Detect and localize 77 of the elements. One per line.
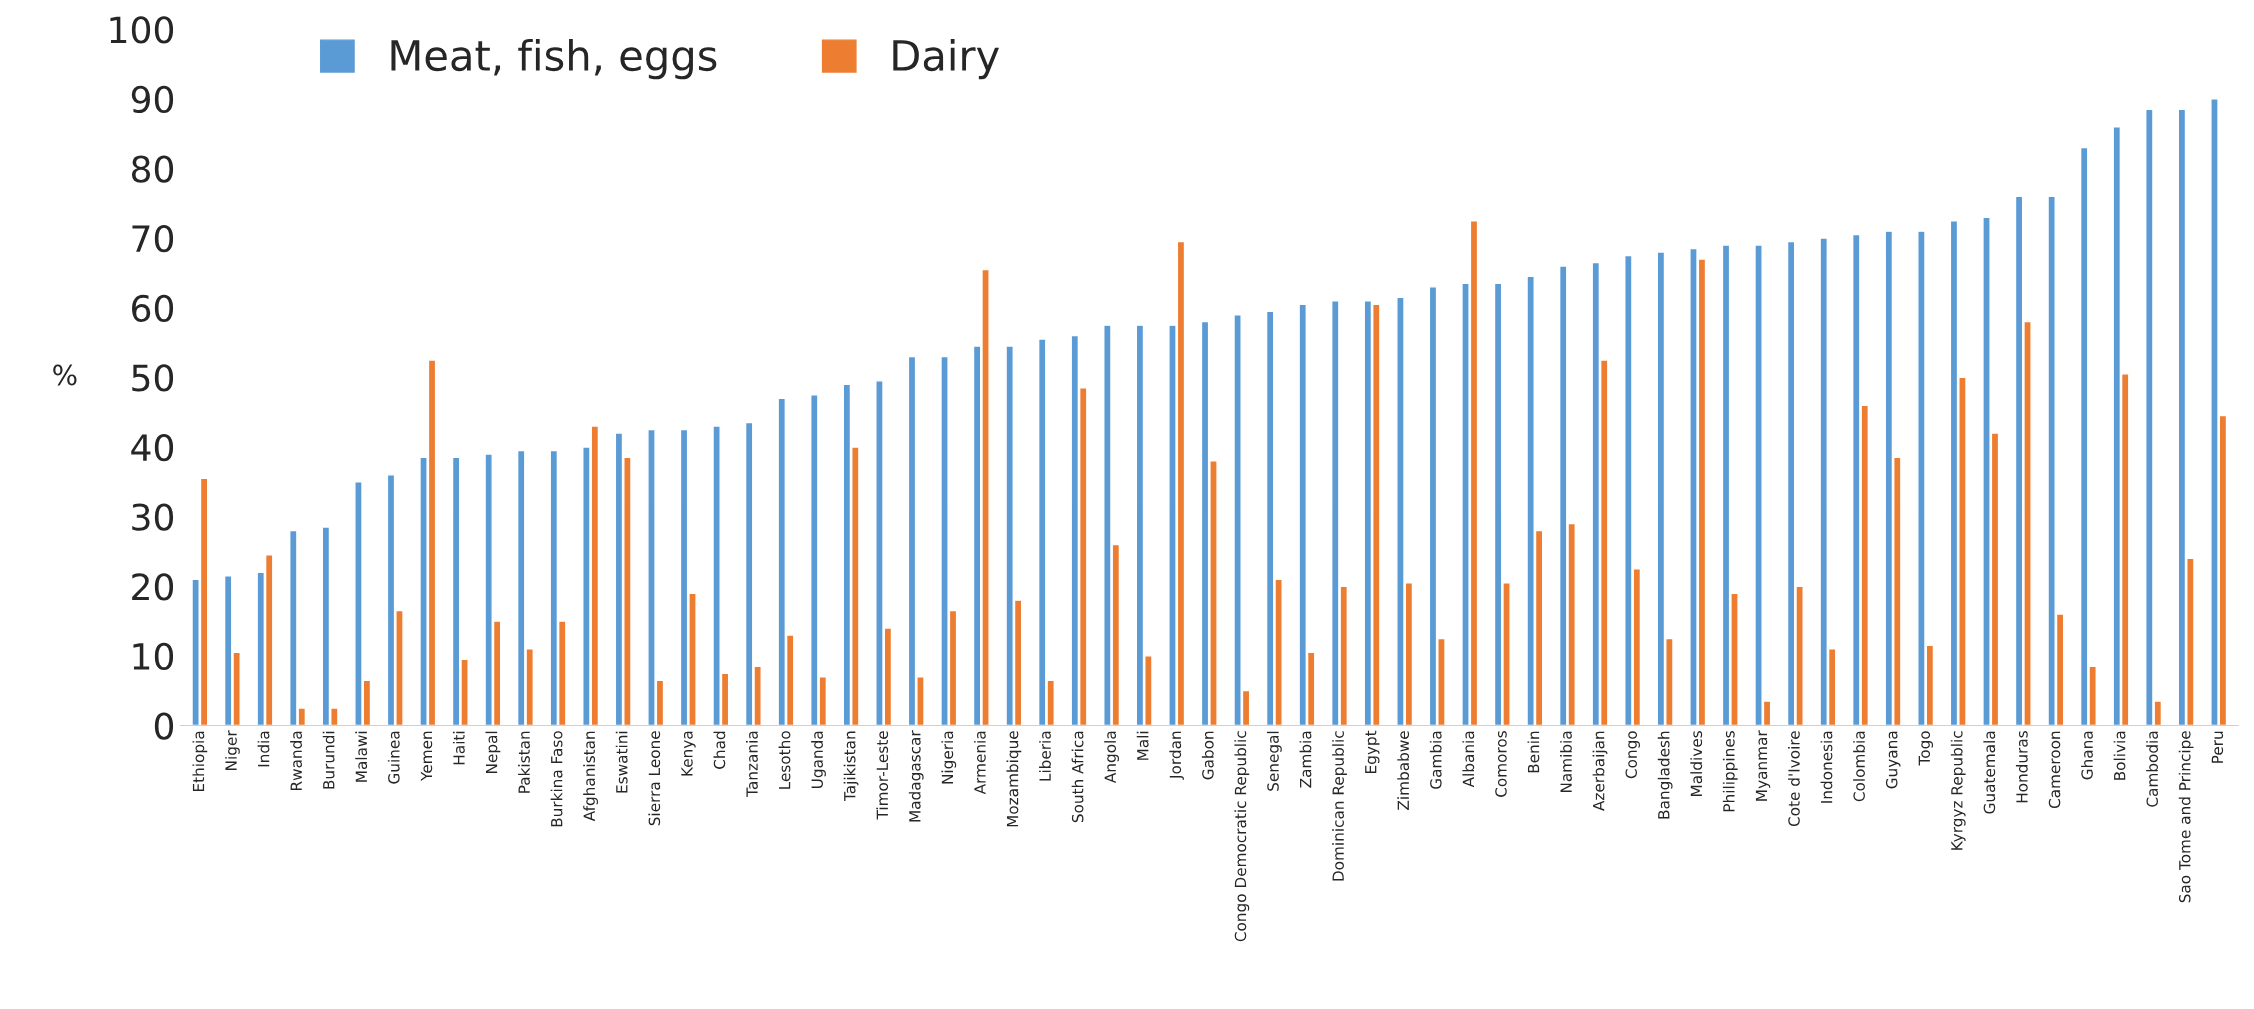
x-tick-label: Guatemala bbox=[1983, 731, 1996, 814]
x-tick-label: Niger bbox=[225, 730, 240, 770]
y-tick-label: 80 bbox=[131, 155, 174, 183]
y-tick-label: 60 bbox=[132, 294, 174, 322]
x-tick-label: Armenia bbox=[973, 731, 986, 795]
x-tick-label: Nepal bbox=[485, 731, 501, 773]
x-tick-label: Haiti bbox=[452, 731, 465, 765]
x-tick-label: Comoros bbox=[1495, 731, 1507, 797]
x-tick-label: Senegal bbox=[1267, 731, 1282, 791]
x-tick-label: Congo bbox=[1625, 731, 1640, 779]
x-tick-label: Liberia bbox=[1039, 731, 1051, 781]
x-tick-label: Sierra Leone bbox=[648, 731, 661, 826]
x-tick-label: Ghana bbox=[2081, 731, 2093, 780]
x-tick-label: Eswatini bbox=[615, 731, 628, 793]
x-tick-label: Namibia bbox=[1560, 731, 1572, 793]
x-tick-label: Pakistan bbox=[518, 731, 530, 793]
legend-label: Meat, fish, eggs bbox=[391, 38, 717, 80]
x-tick-label: Burundi bbox=[322, 731, 335, 789]
x-tick-label: Rwanda bbox=[290, 731, 302, 791]
x-tick-label: Dominican Republic bbox=[1332, 731, 1347, 881]
x-tick-label: Cambodia bbox=[2146, 731, 2158, 807]
y-tick-label: 100 bbox=[110, 16, 174, 44]
x-tick-label: Guinea bbox=[387, 731, 400, 784]
x-tick-label: Mali bbox=[1136, 731, 1149, 760]
x-tick-label: Yemen bbox=[420, 731, 433, 782]
x-tick-label: Uganda bbox=[811, 731, 826, 788]
x-tick-label: Maldives bbox=[1690, 731, 1703, 796]
x-tick-label: Guyana bbox=[1885, 731, 1901, 789]
y-tick-label: 10 bbox=[133, 642, 174, 671]
x-tick-label: Zimbabwe bbox=[1397, 731, 1410, 810]
y-tick-label: 70 bbox=[132, 225, 174, 253]
x-tick-label: Colombia bbox=[1853, 731, 1865, 802]
x-tick-label: Philippines bbox=[1722, 731, 1738, 812]
x-tick-label: Jordan bbox=[1169, 731, 1184, 780]
x-tick-label: Zambia bbox=[1299, 731, 1312, 788]
x-tick-label: Bolivia bbox=[2113, 731, 2126, 780]
x-tick-label: Albania bbox=[1462, 731, 1475, 788]
x-tick-label: Myanmar bbox=[1755, 730, 1771, 801]
x-tick-label: Burkina Faso bbox=[550, 731, 563, 827]
x-tick-label: Egypt bbox=[1365, 730, 1380, 773]
x-tick-label: Madagascar bbox=[908, 730, 924, 822]
x-tick-label: Tanzania bbox=[746, 731, 758, 797]
y-tick-label: 30 bbox=[132, 503, 174, 531]
x-tick-label: Kenya bbox=[681, 731, 696, 776]
x-tick-label: Lesotho bbox=[778, 731, 791, 789]
legend-label: Dairy bbox=[893, 38, 999, 80]
x-tick-label: Bangladesh bbox=[1657, 731, 1673, 819]
x-tick-label: Mozambique bbox=[1006, 731, 1022, 827]
x-tick-label: Nigeria bbox=[941, 731, 957, 784]
y-axis-title: % bbox=[53, 364, 77, 386]
x-tick-label: Kyrgyz Republic bbox=[1950, 731, 1966, 850]
x-tick-label: Cote d'Ivoire bbox=[1787, 731, 1800, 827]
x-tick-label: India bbox=[257, 731, 270, 767]
x-tick-label: Timor-Leste bbox=[876, 731, 889, 820]
y-tick-label: 40 bbox=[131, 433, 174, 462]
x-tick-label: Gambia bbox=[1429, 731, 1442, 789]
x-tick-label: Ethiopia bbox=[192, 731, 208, 792]
y-tick-label: 20 bbox=[132, 573, 174, 601]
x-tick-label: Tajikistan bbox=[843, 731, 859, 802]
x-tick-label: Honduras bbox=[2015, 731, 2028, 803]
x-tick-label: Sao Tome and Principe bbox=[2178, 731, 2194, 903]
x-tick-label: Peru bbox=[2211, 731, 2224, 763]
y-tick-label: 0 bbox=[154, 712, 174, 740]
x-tick-label: South Africa bbox=[1071, 731, 1084, 823]
x-tick-label: Afghanistan bbox=[583, 731, 598, 822]
x-tick-label: Angola bbox=[1104, 731, 1119, 783]
x-tick-label: Gabon bbox=[1201, 731, 1214, 780]
x-tick-label: Malawi bbox=[355, 731, 368, 782]
x-tick-label: Indonesia bbox=[1820, 731, 1833, 803]
x-tick-label: Azerbaijan bbox=[1592, 731, 1608, 811]
x-tick-label: Togo bbox=[1918, 731, 1934, 766]
x-tick-label: Congo Democratic Republic bbox=[1234, 731, 1250, 942]
y-tick-label: 90 bbox=[131, 85, 174, 114]
y-tick-label: 50 bbox=[132, 364, 174, 392]
x-tick-label: Chad bbox=[713, 731, 726, 769]
x-tick-label: Cameroon bbox=[2048, 731, 2061, 809]
x-tick-label: Benin bbox=[1527, 731, 1540, 773]
